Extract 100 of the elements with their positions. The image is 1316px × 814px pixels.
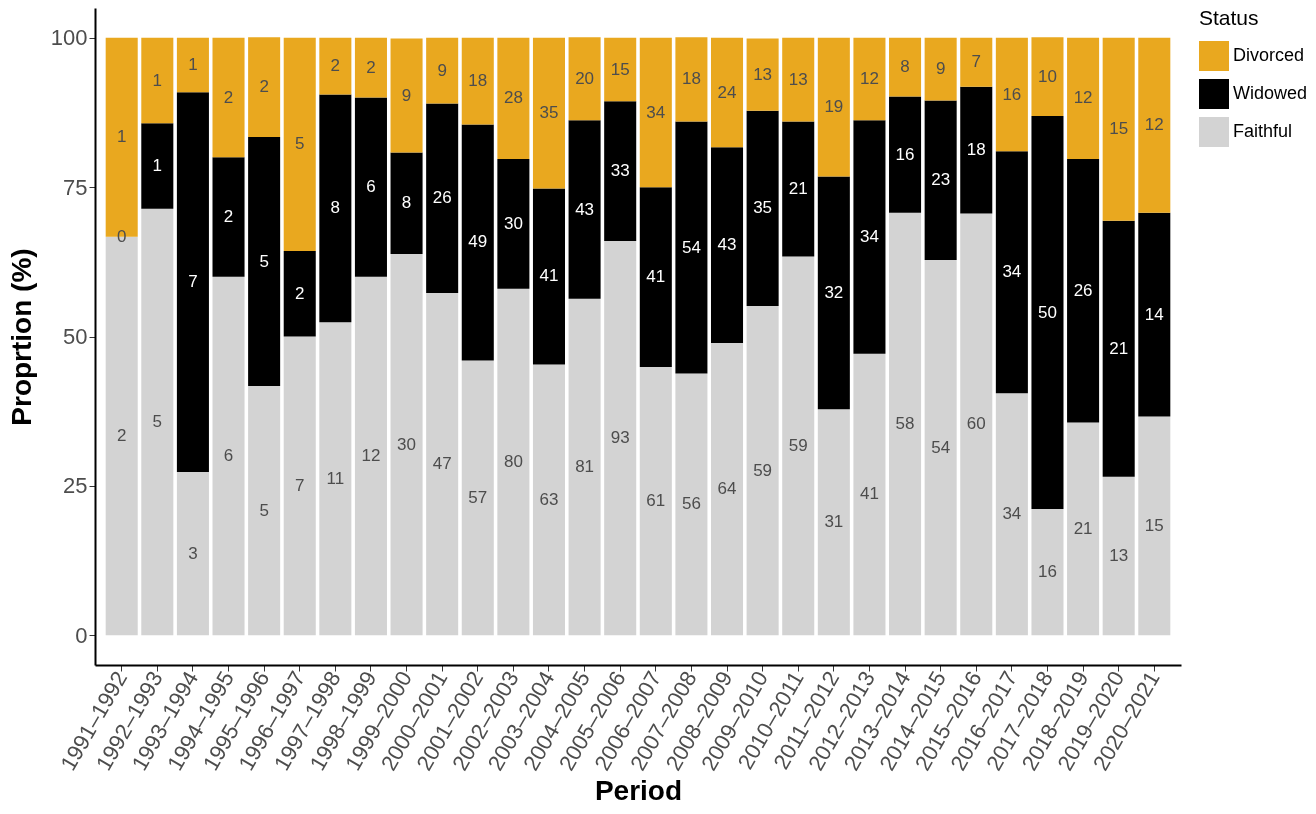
annotation: 5 bbox=[152, 411, 163, 431]
annotation: 18 bbox=[681, 69, 701, 89]
bar bbox=[853, 37, 886, 121]
annotation: 80 bbox=[503, 451, 523, 471]
bar bbox=[817, 37, 850, 177]
annotation: 19 bbox=[824, 97, 844, 117]
bar bbox=[1102, 220, 1135, 477]
bar bbox=[568, 37, 601, 121]
bar bbox=[212, 37, 245, 158]
annotation: 2 bbox=[330, 56, 341, 76]
bar bbox=[675, 37, 708, 122]
annotation: 26 bbox=[432, 188, 452, 208]
annotation: 20 bbox=[575, 68, 595, 88]
bar bbox=[924, 100, 957, 261]
annotation: 6 bbox=[223, 445, 234, 465]
annotation: 16 bbox=[1002, 84, 1022, 104]
bar bbox=[176, 92, 209, 473]
annotation: 41 bbox=[646, 267, 666, 287]
bar bbox=[212, 157, 245, 277]
annotation: 2 bbox=[223, 87, 234, 107]
annotation: 41 bbox=[859, 484, 879, 504]
annotation: 16 bbox=[1038, 562, 1057, 582]
annotation: 18 bbox=[966, 140, 986, 160]
annotation: 61 bbox=[646, 491, 666, 511]
bar bbox=[746, 110, 779, 307]
y-tick-label: 75 bbox=[63, 174, 88, 200]
bar bbox=[710, 37, 744, 148]
bar bbox=[1031, 509, 1064, 636]
bar bbox=[960, 213, 993, 636]
bar bbox=[426, 37, 459, 104]
annotation: 1 bbox=[188, 55, 198, 75]
bar bbox=[497, 159, 530, 289]
bar bbox=[248, 386, 281, 636]
annotation: 60 bbox=[966, 414, 986, 434]
bar bbox=[1138, 37, 1171, 213]
annotation: 28 bbox=[503, 88, 523, 108]
bar bbox=[461, 360, 494, 636]
bar bbox=[283, 251, 316, 337]
y-axis-title: Proprtion (%) bbox=[5, 248, 37, 426]
bar bbox=[1031, 37, 1064, 117]
annotation: 93 bbox=[610, 428, 630, 448]
bar bbox=[889, 37, 922, 97]
annotation: 32 bbox=[824, 282, 844, 302]
annotation: 34 bbox=[859, 227, 879, 247]
bar bbox=[461, 37, 494, 125]
bar bbox=[995, 37, 1028, 152]
bar bbox=[1067, 159, 1100, 423]
bar bbox=[889, 96, 922, 213]
annotation: 13 bbox=[788, 69, 808, 89]
bar bbox=[319, 37, 352, 95]
bar bbox=[248, 37, 281, 138]
annotation: 26 bbox=[1073, 280, 1093, 300]
annotation: 35 bbox=[753, 198, 773, 218]
bar bbox=[532, 37, 566, 189]
bar bbox=[1067, 422, 1100, 636]
annotation: 41 bbox=[539, 266, 559, 286]
bar bbox=[283, 336, 316, 636]
bar bbox=[995, 393, 1028, 636]
bar bbox=[746, 306, 779, 636]
bar bbox=[639, 187, 672, 367]
annotation: 6 bbox=[366, 177, 376, 197]
annotation: 23 bbox=[931, 170, 951, 190]
bar bbox=[746, 38, 779, 111]
annotation: 12 bbox=[1144, 115, 1164, 135]
annotation: 31 bbox=[824, 512, 844, 532]
annotation: 21 bbox=[788, 178, 808, 198]
annotation: 3 bbox=[188, 543, 198, 563]
annotation: 81 bbox=[575, 457, 595, 476]
bar bbox=[675, 121, 708, 374]
annotation: 15 bbox=[1144, 515, 1164, 535]
annotation: 2 bbox=[366, 57, 376, 77]
bar bbox=[1067, 37, 1100, 160]
bar bbox=[497, 37, 530, 160]
annotation: 47 bbox=[432, 454, 452, 474]
annotation: 1 bbox=[116, 127, 127, 147]
annotation: 12 bbox=[361, 445, 381, 465]
annotation: 9 bbox=[935, 59, 946, 79]
bar bbox=[782, 37, 815, 122]
annotation: 59 bbox=[753, 460, 773, 480]
annotation: 5 bbox=[259, 251, 269, 271]
y-tick-label: 100 bbox=[50, 25, 88, 51]
annotation: 7 bbox=[188, 272, 198, 292]
bar bbox=[604, 37, 637, 102]
legend-label: Divorced bbox=[1233, 45, 1305, 65]
bar bbox=[426, 103, 459, 293]
bar bbox=[532, 364, 566, 636]
bar bbox=[283, 37, 316, 252]
bar bbox=[319, 322, 352, 636]
annotation: 2 bbox=[295, 283, 305, 303]
annotation: 14 bbox=[1144, 304, 1164, 324]
annotation: 7 bbox=[971, 52, 981, 72]
annotation: 30 bbox=[503, 213, 523, 233]
annotation: 18 bbox=[468, 71, 488, 91]
bar bbox=[141, 208, 174, 636]
annotation: 2 bbox=[223, 207, 234, 227]
annotation: 9 bbox=[437, 60, 447, 80]
annotation: 64 bbox=[717, 479, 737, 499]
annotation: 5 bbox=[259, 500, 269, 520]
annotation: 8 bbox=[900, 57, 910, 77]
annotation: 54 bbox=[931, 437, 951, 457]
